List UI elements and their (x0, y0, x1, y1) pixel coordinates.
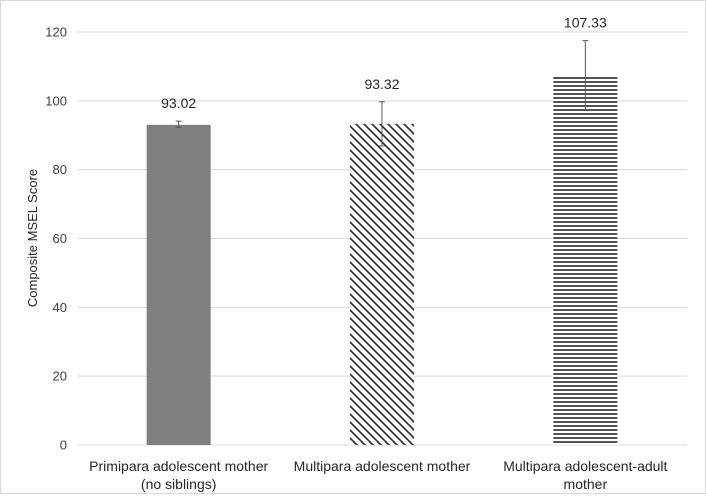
data-label-1: 93.32 (364, 76, 399, 92)
error-bar-2 (582, 40, 589, 110)
bars (146, 75, 618, 445)
error-bars (175, 40, 589, 147)
bar-1 (350, 123, 414, 445)
category-label-2: Multipara adolescent-adult (503, 458, 667, 474)
y-tick-label: 0 (60, 438, 67, 453)
y-axis-title: Composite MSEL Score (25, 169, 40, 307)
category-label-0: (no siblings) (141, 476, 216, 492)
data-labels: 93.02 93.32 107.33 (161, 15, 607, 112)
data-label-0: 93.02 (161, 95, 196, 111)
y-tick-label: 80 (53, 162, 67, 177)
bar-2 (553, 75, 618, 445)
category-label-1: Multipara adolescent mother (294, 458, 471, 474)
y-tick-label: 60 (53, 231, 67, 246)
category-label-2: mother (564, 476, 608, 492)
y-tick-label: 40 (53, 300, 67, 315)
category-label-0: Primipara adolescent mother (89, 458, 268, 474)
category-labels: Primipara adolescent mother (no siblings)… (89, 458, 667, 492)
data-label-2: 107.33 (564, 15, 607, 31)
y-tick-label: 100 (45, 93, 67, 108)
error-bar-0 (175, 120, 182, 128)
y-tick-label: 120 (45, 25, 67, 40)
bar-0 (146, 124, 211, 445)
y-tick-labels: 0 20 40 60 80 100 120 (45, 25, 67, 453)
y-tick-label: 20 (53, 369, 67, 384)
error-bar-1 (379, 101, 385, 147)
